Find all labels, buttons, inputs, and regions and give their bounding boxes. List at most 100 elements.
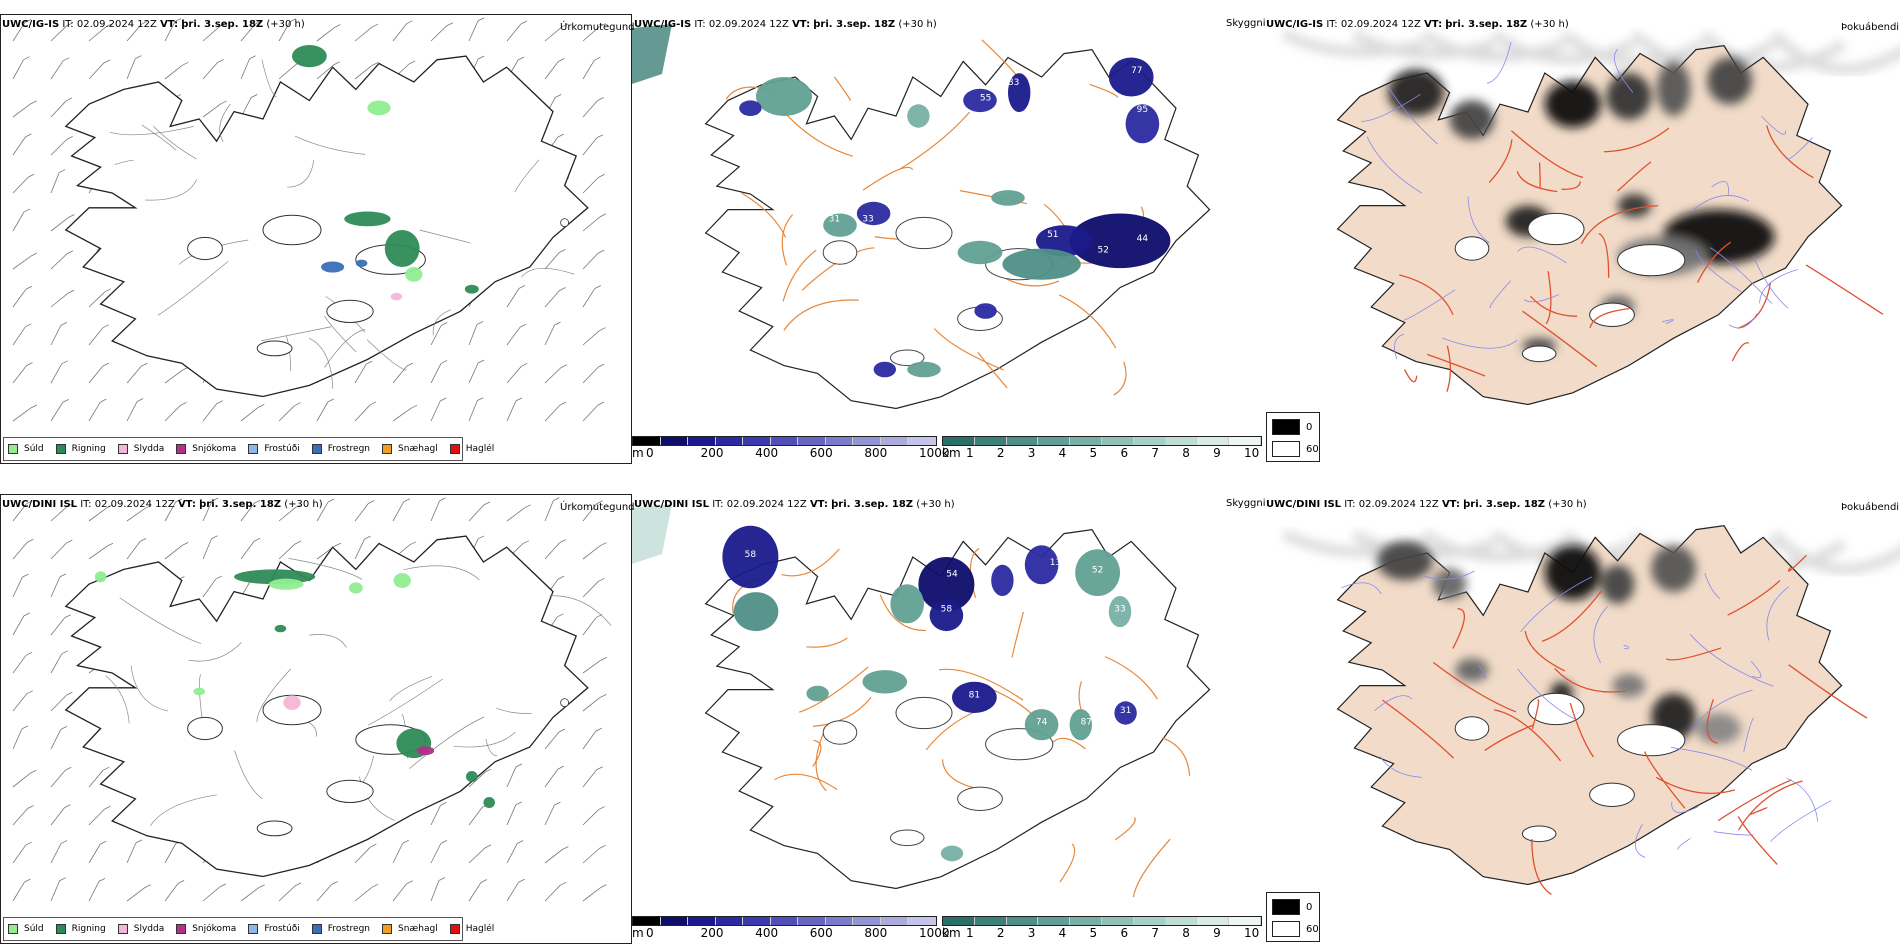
visibility-colorbar-bottom: km 1 2 3 4 5 6 7 8 9 10 xyxy=(942,916,1262,940)
precip-panel-bottom: Súld Rigning Slydda Snjókoma Frostúði Frostre… xyxy=(0,494,632,944)
header-fog-bottom: UWC/DINI ISL IT: 02.09.2024 12Z VT: þri.… xyxy=(1266,499,1587,510)
precip-legend-top: Súld Rigning Slydda Snjókoma Frostúði Frostre… xyxy=(3,437,494,461)
colorbar-cell xyxy=(880,917,909,925)
colorbar-unit: m xyxy=(632,926,644,940)
visibility-value-label: 95 xyxy=(1137,105,1148,115)
visibility-value-label: 87 xyxy=(1159,117,1170,127)
colorbar-cell xyxy=(1101,437,1134,445)
legend-item: Rigning xyxy=(55,924,106,934)
precip-panel-label: Úrkomutegund xyxy=(560,22,635,33)
colorbar-tick-label: 400 xyxy=(755,446,779,460)
legend-label: Frostregn xyxy=(327,924,371,934)
colorbar-tick-label: 3 xyxy=(1027,926,1036,940)
legend-item: Snæhagl xyxy=(382,924,438,934)
precip-panel-label: Úrkomutegund xyxy=(560,502,635,513)
legend-swatch xyxy=(311,444,322,454)
legend-label: Rigning xyxy=(71,444,106,454)
legend-swatch xyxy=(382,444,393,454)
colorbar-tick-label: 10 xyxy=(1244,446,1260,460)
colorbar-tick-label: 9 xyxy=(1213,926,1221,940)
colorbar-cell xyxy=(1229,437,1261,445)
colorbar-cell xyxy=(688,437,716,445)
colorbar-cell xyxy=(825,437,854,445)
legend-item: Frostúði xyxy=(248,444,300,454)
colorbar-cell xyxy=(1133,917,1166,925)
visibility-value-label: 87 xyxy=(1081,718,1092,728)
ceiling-colorbar-top: m 0 200 400 600 800 1000 xyxy=(632,436,950,460)
colorbar-tick-label: 8 xyxy=(1182,446,1190,460)
colorbar-cell xyxy=(660,437,689,445)
legend-item: Súld xyxy=(8,924,44,934)
colorbar-tick-label: 6 xyxy=(1120,926,1129,940)
colorbar-cell xyxy=(660,917,689,925)
cloud-panel-top: 77 83 55 87 81 46 51 44 52 11 33 31 95 xyxy=(632,14,1264,464)
colorbar-tick-label: 10 xyxy=(1244,926,1260,940)
colorbar-tick-label: 600 xyxy=(809,926,833,940)
colorbar-tick-label: 4 xyxy=(1058,926,1067,940)
colorbar-strip xyxy=(942,436,1262,446)
colorbar-tick-label: 6 xyxy=(1120,446,1129,460)
visibility-value-label: 31 xyxy=(829,214,840,224)
colorbar-cell xyxy=(974,437,1007,445)
header-precip-bottom: UWC/DINI ISL IT: 02.09.2024 12Z VT: þri.… xyxy=(2,499,323,510)
legend-label: Snjókoma xyxy=(192,924,237,934)
colorbar-cell xyxy=(1038,437,1071,445)
colorbar-cell xyxy=(1038,917,1071,925)
legend-swatch xyxy=(55,924,66,934)
colorbar-tick-label: 8 xyxy=(1182,926,1190,940)
colorbar-cell xyxy=(798,437,826,445)
visibility-colorbar-top: km 1 2 3 4 5 6 7 8 9 10 xyxy=(942,436,1262,460)
colorbar-tick-label: 4 xyxy=(1058,446,1067,460)
colorbar-cell xyxy=(715,917,744,925)
visibility-value-label: 58 xyxy=(745,550,757,560)
legend-item: Snjókoma xyxy=(176,924,236,934)
legend-label: Súld xyxy=(24,924,44,934)
cloud-map-bottom: 139 52 54 58 81 74 87 31 33 58 xyxy=(632,504,1211,898)
colorbar-unit: km xyxy=(942,446,961,460)
colorbar-cell xyxy=(798,917,826,925)
precip-map-top xyxy=(12,17,607,422)
colorbar-unit: m xyxy=(632,446,644,460)
legend-label: Frostregn xyxy=(327,444,371,454)
colorbar-cell xyxy=(743,437,771,445)
colorbar-cell xyxy=(1229,917,1261,925)
visibility-value-label: 52 xyxy=(1097,246,1108,256)
colorbar-tick-label: 1000 xyxy=(919,446,950,460)
legend-label: Haglél xyxy=(465,924,495,934)
fog-swatch-low xyxy=(1272,419,1300,435)
colorbar-tick-label: 1 xyxy=(966,446,974,460)
visibility-value-label: 83 xyxy=(1008,78,1019,88)
colorbar-tick-label: 1000 xyxy=(919,926,950,940)
fog-map-top xyxy=(1281,29,1900,406)
visibility-value-label: 55 xyxy=(980,93,991,103)
legend-item: Frostregn xyxy=(311,444,371,454)
colorbar-cell xyxy=(1197,437,1230,445)
colorbar-strip xyxy=(632,436,937,446)
header-fog-top: UWC/IG-IS IT: 02.09.2024 12Z VT: þri. 3.… xyxy=(1266,19,1569,30)
visibility-value-label: 81 xyxy=(969,690,980,700)
legend-item: Frostúði xyxy=(248,924,300,934)
colorbar-tick-label: 5 xyxy=(1089,446,1098,460)
visibility-value-label: 46 xyxy=(1002,234,1014,244)
visibility-value-label: 11 xyxy=(918,203,929,213)
header-cloud-top: UWC/IG-IS IT: 02.09.2024 12Z VT: þri. 3.… xyxy=(634,19,937,30)
header-precip-top: UWC/IG-IS IT: 02.09.2024 12Z VT: þri. 3.… xyxy=(2,19,305,30)
legend-label: Snæhagl xyxy=(398,924,438,934)
colorbar-strip xyxy=(632,916,937,926)
colorbar-cell xyxy=(853,437,881,445)
colorbar-cell xyxy=(1070,917,1102,925)
ceiling-colorbar-bottom: m 0 200 400 600 800 1000 xyxy=(632,916,950,940)
colorbar-cell xyxy=(1197,917,1230,925)
precip-map-bottom xyxy=(12,497,612,902)
visibility-value-label: 54 xyxy=(946,570,958,580)
colorbar-cell xyxy=(770,917,799,925)
legend-label: Slydda xyxy=(133,444,165,454)
colorbar-strip xyxy=(942,916,1262,926)
colorbar-tick-label: 7 xyxy=(1151,446,1159,460)
visibility-value-label: 52 xyxy=(1092,566,1103,576)
legend-label: Rigning xyxy=(71,924,106,934)
colorbar-cell xyxy=(1133,437,1166,445)
visibility-value-label: 44 xyxy=(1137,234,1149,244)
legend-label: Frostúði xyxy=(264,924,300,934)
legend-item: Súld xyxy=(8,444,44,454)
